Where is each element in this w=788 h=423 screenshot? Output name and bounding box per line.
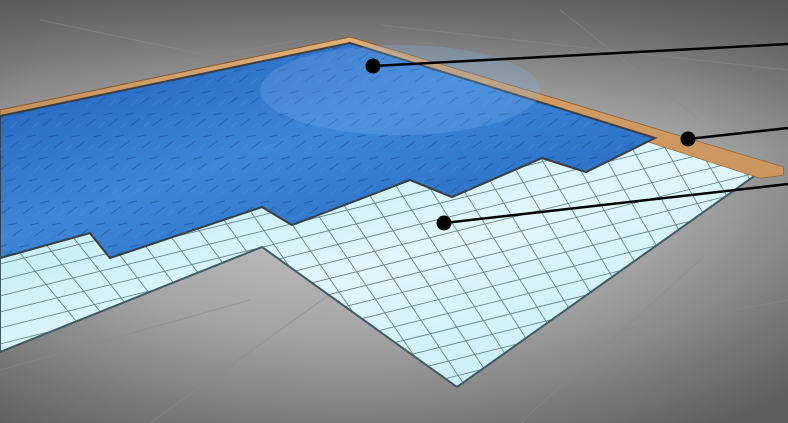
callout-dot <box>680 131 696 147</box>
top-layer <box>0 41 658 260</box>
callouts <box>365 42 788 231</box>
concrete-joints <box>0 9 788 423</box>
callout-top-layer <box>365 42 788 74</box>
callout-underlayment <box>436 182 788 231</box>
callout-edge-strip <box>680 126 788 147</box>
callout-dot <box>365 58 381 74</box>
callout-dot <box>436 215 452 231</box>
